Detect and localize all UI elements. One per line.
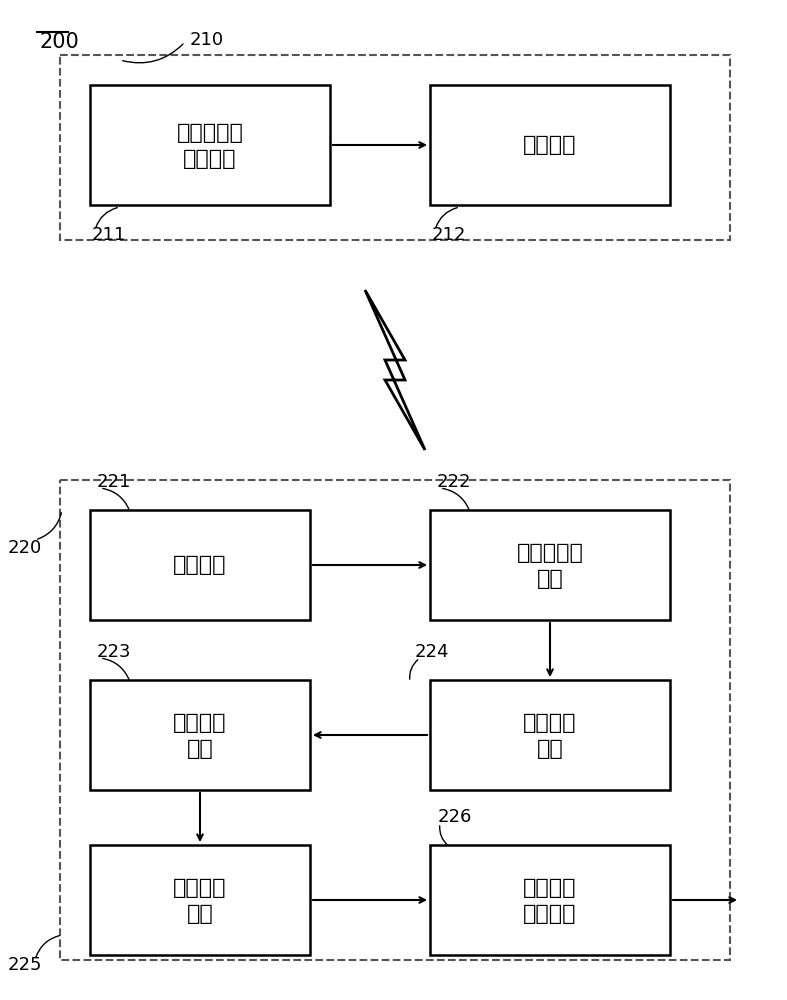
FancyBboxPatch shape	[90, 85, 330, 205]
Text: 输出单元: 输出单元	[523, 904, 577, 924]
Text: 210: 210	[190, 31, 224, 49]
FancyBboxPatch shape	[90, 845, 310, 955]
Text: 频段筛选: 频段筛选	[523, 713, 577, 733]
Text: 200: 200	[40, 32, 79, 52]
Text: 脑电图信号: 脑电图信号	[176, 123, 243, 143]
Text: 225: 225	[8, 956, 42, 974]
Text: 220: 220	[8, 539, 42, 557]
Text: 212: 212	[432, 226, 467, 244]
Text: 通讯单元: 通讯单元	[523, 135, 577, 155]
Text: 机器学习: 机器学习	[173, 878, 227, 898]
FancyBboxPatch shape	[430, 845, 670, 955]
Text: 223: 223	[97, 643, 131, 661]
Text: 测量单元: 测量单元	[183, 149, 237, 169]
FancyBboxPatch shape	[430, 680, 670, 790]
FancyBboxPatch shape	[430, 510, 670, 620]
Text: 单元: 单元	[537, 739, 563, 759]
Text: 判读结果: 判读结果	[523, 878, 577, 898]
FancyBboxPatch shape	[90, 510, 310, 620]
Bar	[60, 55, 730, 240]
Bar	[60, 480, 730, 960]
Text: 221: 221	[97, 473, 131, 491]
Text: 211: 211	[92, 226, 126, 244]
FancyBboxPatch shape	[90, 680, 310, 790]
Text: 单元: 单元	[187, 904, 213, 924]
Text: 特征茄取: 特征茄取	[173, 713, 227, 733]
FancyBboxPatch shape	[430, 85, 670, 205]
Text: 单元: 单元	[187, 739, 213, 759]
Text: 通讯单元: 通讯单元	[173, 555, 227, 575]
Text: 222: 222	[437, 473, 471, 491]
Text: 信号前处理: 信号前处理	[516, 543, 583, 563]
Text: 单元: 单元	[537, 569, 563, 589]
Text: 224: 224	[415, 643, 449, 661]
Text: 226: 226	[438, 808, 472, 826]
